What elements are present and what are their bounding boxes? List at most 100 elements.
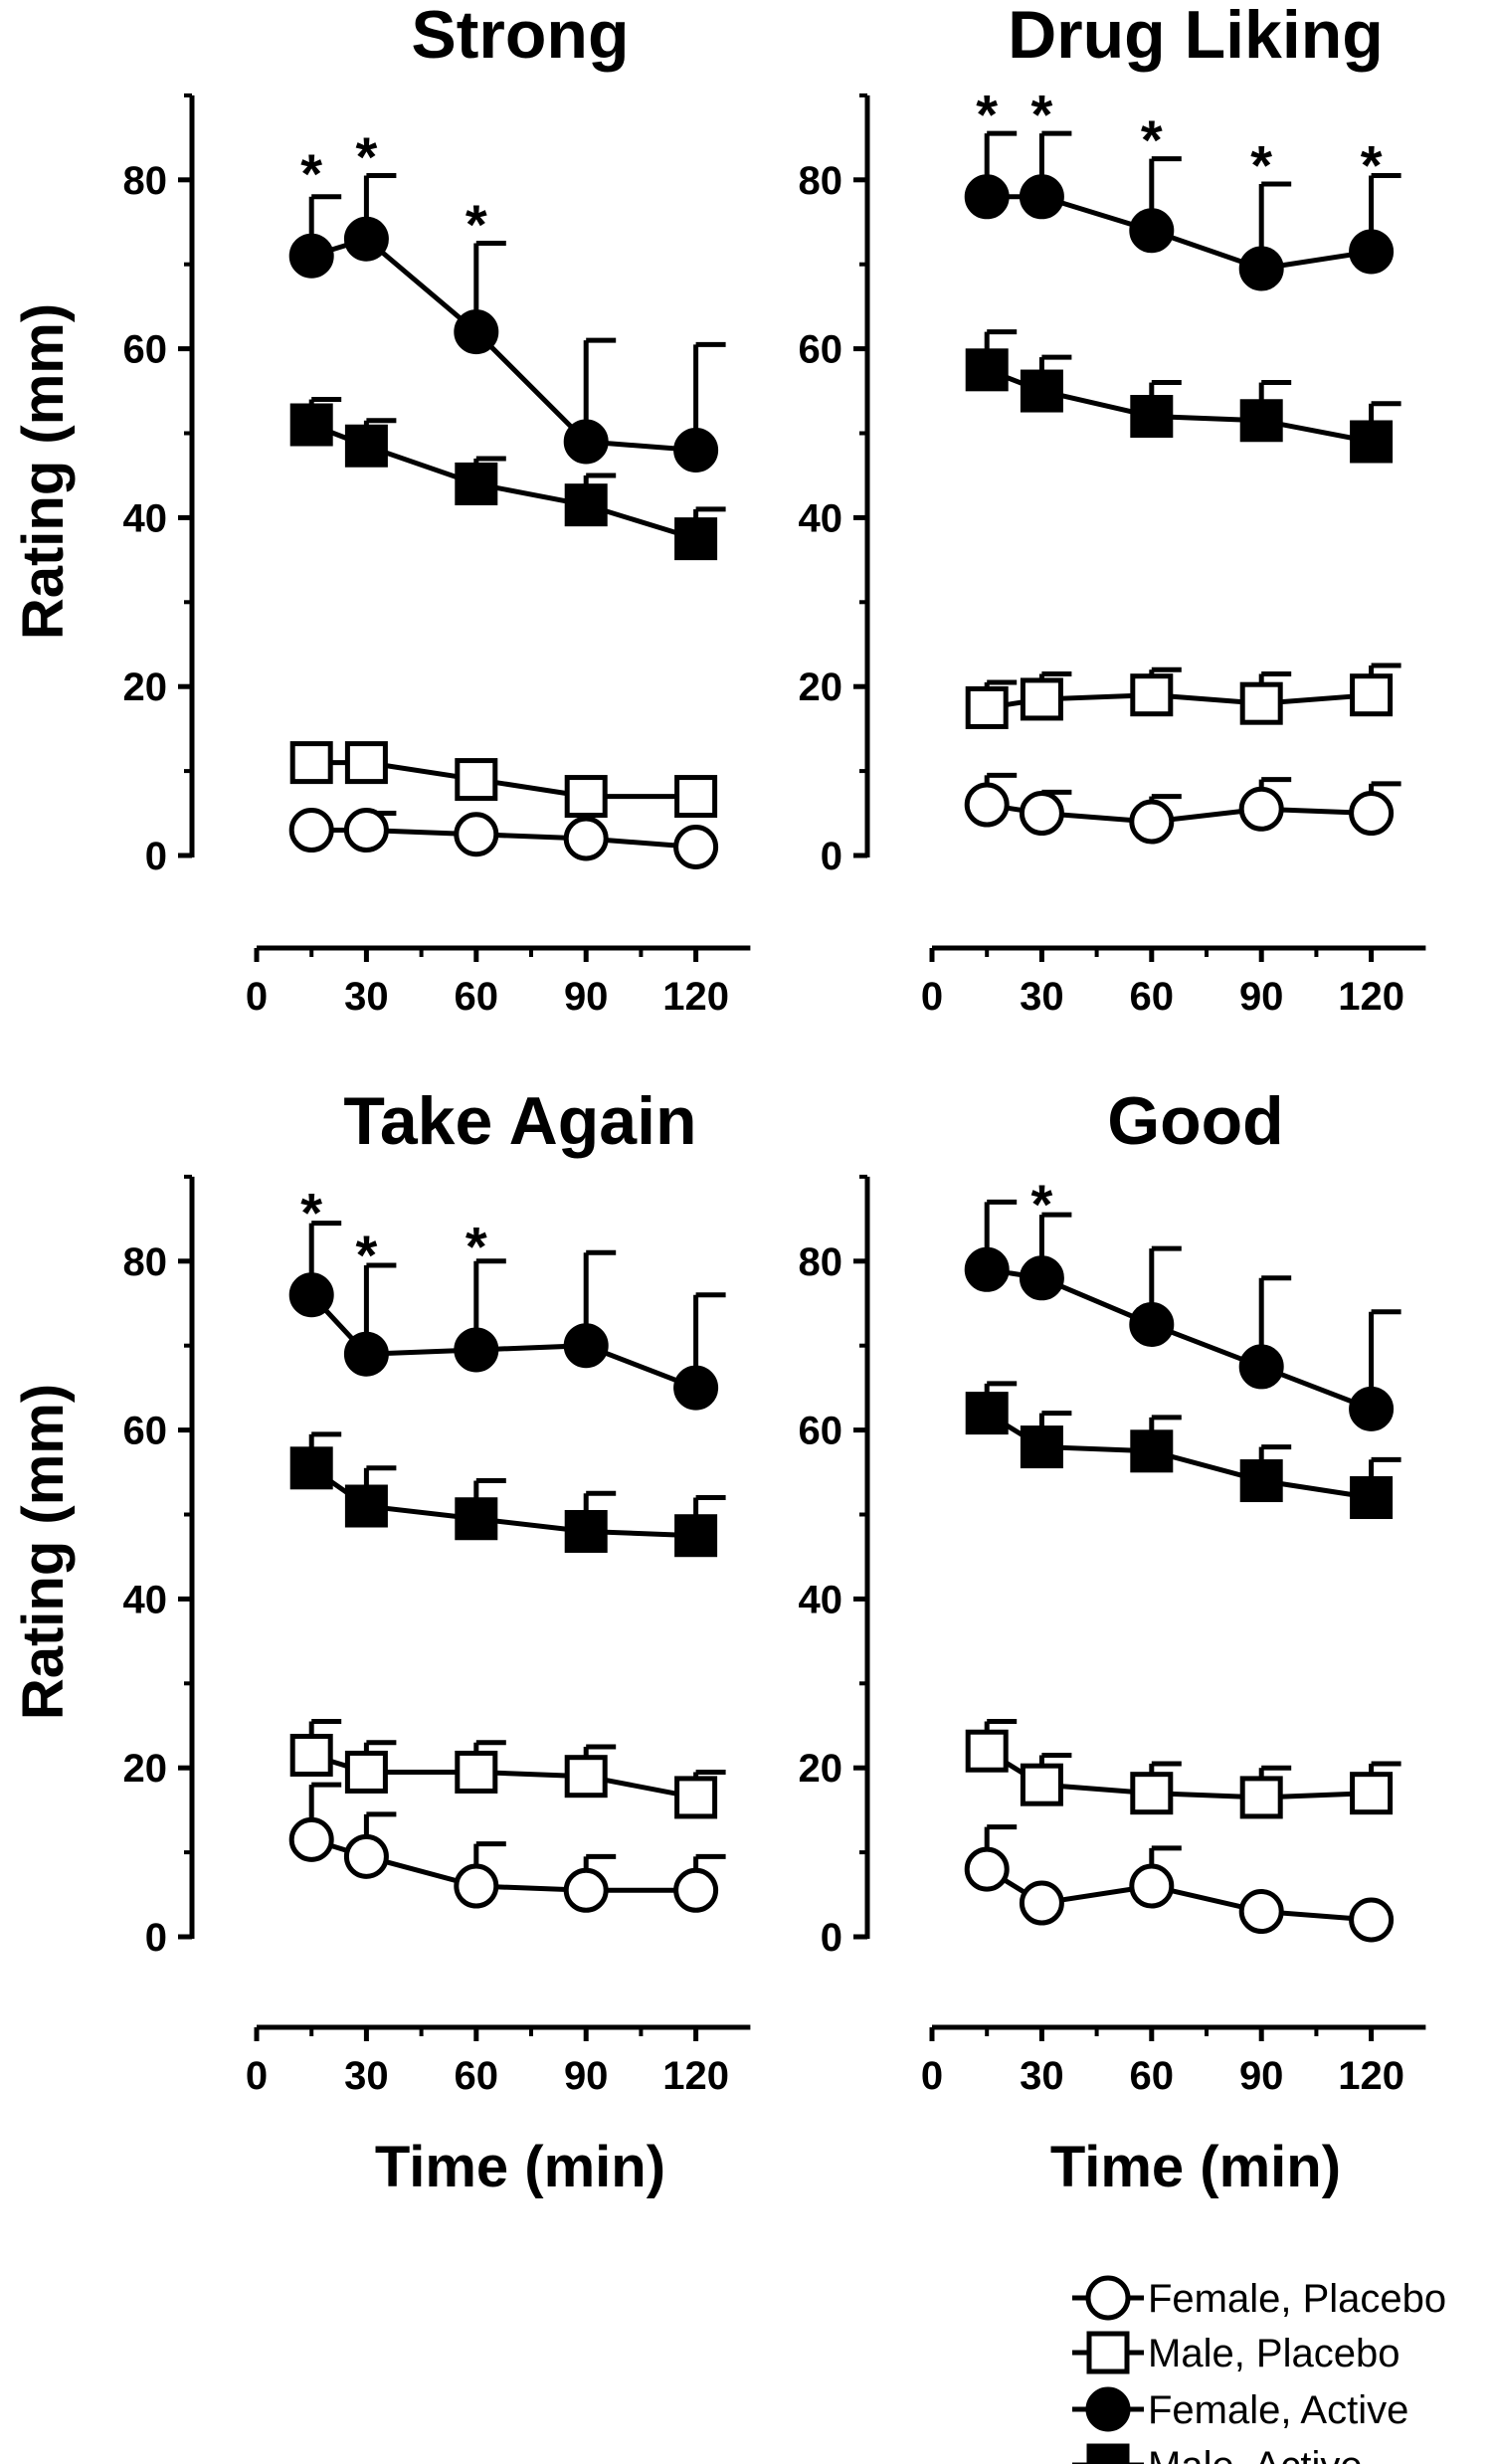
x-tick-label: 0 (921, 2054, 943, 2098)
series-male-placebo (965, 1719, 1401, 1819)
x-tick-label: 90 (564, 2054, 609, 2098)
data-point (288, 1272, 334, 1318)
data-point (455, 1497, 498, 1541)
data-point (1238, 246, 1284, 291)
y-tick-label: 0 (821, 1916, 842, 1960)
data-point (344, 424, 388, 468)
data-point (1350, 673, 1394, 717)
data-point (1019, 1880, 1064, 1926)
x-tick-label: 120 (1338, 975, 1404, 1019)
data-point (1349, 1897, 1395, 1943)
y-tick-label: 60 (799, 1410, 843, 1453)
x-axis: 0 30 60 90 120 (246, 945, 751, 1019)
data-point (288, 808, 334, 853)
significance-star: * (1031, 1173, 1053, 1235)
y-tick-label: 40 (799, 496, 843, 540)
y-tick-label: 0 (145, 1916, 167, 1960)
chart-title: Strong (411, 0, 629, 73)
data-point (455, 462, 498, 505)
data-point (289, 403, 333, 447)
data-point (1349, 1386, 1395, 1431)
data-point (1019, 1255, 1064, 1301)
x-tick-label: 0 (921, 975, 943, 1019)
y-axis-label: Rating (mm) (11, 1384, 76, 1720)
series-female-active (288, 1221, 726, 1411)
significance-star: * (1361, 133, 1383, 196)
y-tick-label: 20 (799, 1747, 843, 1791)
legend-label: Female, Active (1148, 2388, 1408, 2432)
x-tick-label: 120 (662, 2054, 729, 2098)
data-point (1238, 1344, 1284, 1390)
data-point (454, 1327, 499, 1373)
series-male-active (289, 397, 726, 561)
x-tick-label: 90 (564, 975, 609, 1019)
chart-title: Take Again (343, 1083, 696, 1159)
data-point (674, 517, 718, 561)
y-tick-label: 20 (123, 1747, 168, 1791)
data-point (1239, 681, 1283, 725)
x-tick-label: 90 (1239, 975, 1284, 1019)
data-point (1239, 1776, 1283, 1819)
data-point (564, 775, 608, 819)
significance-star: * (356, 1224, 378, 1286)
data-point (965, 1392, 1009, 1435)
data-point (343, 1331, 389, 1377)
data-point (964, 1246, 1010, 1292)
data-point (288, 233, 334, 279)
significance-star: * (1250, 133, 1272, 196)
data-point (673, 427, 719, 473)
significance-star: * (1141, 108, 1163, 171)
legend-marker (1086, 2443, 1130, 2464)
data-point (965, 348, 1009, 392)
data-point (1130, 1772, 1174, 1815)
y-tick-label: 80 (123, 1240, 168, 1284)
legend-item-male-placebo: Male, Placebo (1072, 2331, 1399, 2375)
y-axis: 0 20 40 60 80 (123, 93, 195, 878)
series-male-placebo (289, 741, 718, 819)
x-axis: 0 30 60 90 120 (246, 2024, 751, 2098)
x-tick-label: 30 (344, 2054, 389, 2098)
panel-drug-liking: Drug Liking 0 20 40 60 80 0 30 60 90 120 * * * * * (799, 0, 1426, 1019)
chart-title: Drug Liking (1008, 0, 1384, 73)
y-tick-label: 80 (799, 159, 843, 203)
series-female-placebo (964, 1824, 1395, 1943)
data-point (1238, 1889, 1284, 1935)
data-point (673, 1365, 719, 1411)
y-tick-label: 40 (123, 496, 168, 540)
chart-title: Good (1107, 1083, 1284, 1159)
y-tick-label: 0 (821, 835, 842, 878)
data-point (564, 1509, 608, 1553)
x-tick-label: 60 (1130, 2054, 1175, 2098)
data-point (455, 758, 498, 802)
data-point (563, 1323, 609, 1369)
data-point (563, 816, 609, 861)
data-point (673, 1867, 719, 1913)
data-point (344, 1484, 388, 1528)
data-point (964, 782, 1010, 828)
y-tick-label: 60 (799, 328, 843, 372)
series-female-placebo (964, 772, 1401, 845)
legend-marker (1086, 2331, 1130, 2374)
data-point (1350, 1772, 1394, 1815)
y-axis: 0 20 40 60 80 (123, 1174, 195, 1960)
x-tick-label: 120 (1338, 2054, 1404, 2098)
significance-star: * (300, 1181, 322, 1243)
data-point (964, 1846, 1010, 1892)
data-point (674, 1776, 718, 1819)
y-tick-label: 40 (799, 1578, 843, 1621)
data-point (344, 1750, 388, 1794)
data-point (1129, 208, 1175, 254)
x-axis: 0 30 60 90 120 (921, 2024, 1426, 2098)
data-point (1349, 791, 1395, 837)
x-tick-label: 90 (1239, 2054, 1284, 2098)
data-point (1239, 399, 1283, 443)
series-female-active (288, 173, 726, 473)
y-tick-label: 40 (123, 1578, 168, 1621)
y-tick-label: 20 (123, 665, 168, 709)
y-axis: 0 20 40 60 80 (799, 93, 870, 878)
x-tick-label: 30 (1020, 975, 1064, 1019)
data-point (288, 1816, 334, 1862)
x-tick-label: 60 (455, 2054, 499, 2098)
x-axis: 0 30 60 90 120 (921, 945, 1426, 1019)
